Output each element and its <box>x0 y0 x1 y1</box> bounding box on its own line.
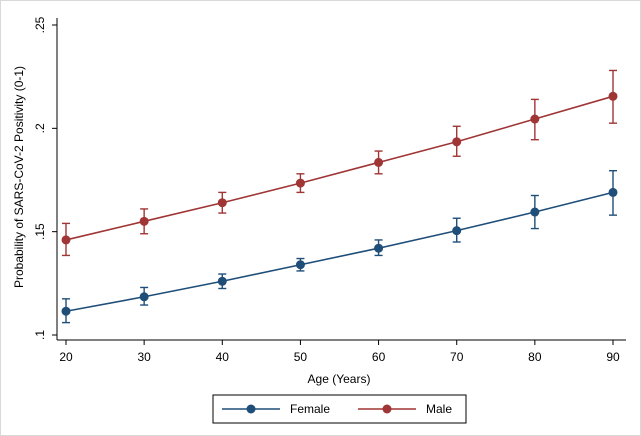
male-point <box>374 157 384 167</box>
female-point <box>452 226 462 236</box>
x-ticks: 20 30 40 50 60 70 80 90 <box>59 340 620 364</box>
series-layer <box>61 69 618 324</box>
x-tick-label: 40 <box>216 350 230 364</box>
male-point <box>139 216 149 226</box>
male-point <box>295 178 305 188</box>
male-series <box>61 69 618 257</box>
x-tick-label: 80 <box>528 350 542 364</box>
female-point <box>217 276 227 286</box>
legend-item-male: Male <box>358 402 452 416</box>
legend-label-male: Male <box>426 402 452 416</box>
male-point <box>452 137 462 147</box>
male-point <box>217 198 227 208</box>
female-point <box>61 306 71 316</box>
x-axis-label: Age (Years) <box>308 372 371 386</box>
x-tick-label: 30 <box>137 350 151 364</box>
male-point <box>608 91 618 101</box>
x-tick-label: 60 <box>372 350 386 364</box>
legend-swatch-marker-male <box>382 404 392 414</box>
y-tick-label: .1 <box>33 330 47 340</box>
x-tick-label: 90 <box>606 350 620 364</box>
legend-items: Female Male <box>222 402 452 416</box>
male-point <box>61 235 71 245</box>
legend-label-female: Female <box>290 402 330 416</box>
y-tick-label: .2 <box>33 123 47 133</box>
y-tick-label: .15 <box>33 223 47 240</box>
x-tick-label: 50 <box>294 350 308 364</box>
x-tick-label: 70 <box>450 350 464 364</box>
female-point <box>139 292 149 302</box>
legend-item-female: Female <box>222 402 330 416</box>
female-point <box>295 260 305 270</box>
female-point <box>608 187 618 197</box>
female-line <box>65 191 614 313</box>
male-point <box>530 114 540 124</box>
legend-swatch-marker-female <box>246 404 256 414</box>
y-ticks: .1 .15 .2 .25 <box>33 16 57 340</box>
legend: Female Male <box>212 394 467 424</box>
female-series <box>61 169 618 324</box>
female-point <box>530 207 540 217</box>
y-axis-label: Probability of SARS-CoV-2 Positivity (0-… <box>12 66 26 288</box>
female-point <box>374 243 384 253</box>
male-line <box>65 95 614 241</box>
x-tick-label: 20 <box>59 350 73 364</box>
y-tick-label: .25 <box>33 16 47 33</box>
